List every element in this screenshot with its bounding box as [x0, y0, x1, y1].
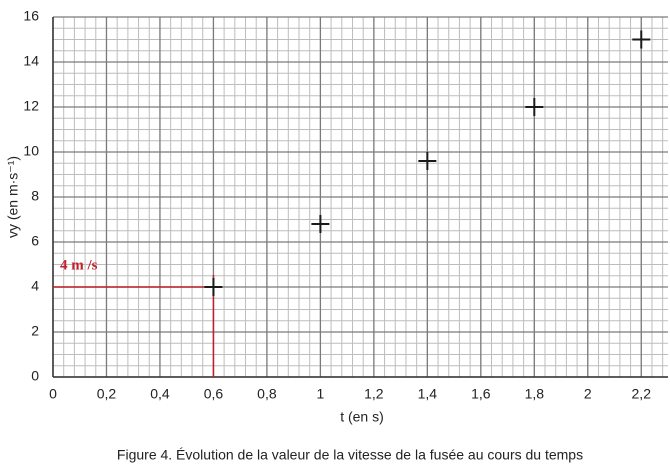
y-tick-label: 0: [31, 368, 39, 384]
x-tick-label: 1,4: [418, 386, 438, 402]
y-tick-label: 2: [31, 323, 39, 339]
x-tick-label: 0,6: [204, 386, 224, 402]
y-tick-label: 8: [31, 188, 39, 204]
x-tick-label: 0,8: [257, 386, 277, 402]
point: [204, 278, 223, 296]
y-tick-label: 16: [23, 8, 39, 24]
point: [632, 30, 651, 49]
point: [418, 152, 437, 170]
x-tick-label: 1: [316, 386, 324, 402]
x-tick-label: 0,4: [150, 386, 170, 402]
y-tick-label: 4: [31, 278, 39, 294]
x-tick-label: 0: [49, 386, 57, 402]
x-tick-label: 1,6: [471, 386, 491, 402]
y-tick-label: 14: [23, 53, 39, 69]
annotation: 4 m /s: [60, 257, 98, 273]
x-axis-label: t (en s): [340, 409, 384, 425]
chart-title: Figure 4. Évolution de la valeur de la v…: [117, 447, 583, 463]
x-tick-label: 1,8: [525, 386, 545, 402]
y-axis-label: vy (en m·s⁻¹): [5, 156, 21, 238]
y-tick-label: 10: [23, 143, 39, 159]
point: [525, 98, 544, 116]
x-tick-label: 1,2: [364, 386, 384, 402]
point: [311, 215, 330, 233]
y-tick-label: 12: [23, 98, 39, 114]
y-tick-label: 6: [31, 233, 39, 249]
x-tick-label: 0,2: [97, 386, 117, 402]
x-tick-label: 2,2: [632, 386, 652, 402]
x-tick-label: 2: [584, 386, 592, 402]
